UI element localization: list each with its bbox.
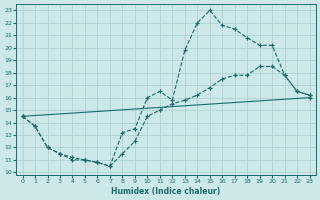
X-axis label: Humidex (Indice chaleur): Humidex (Indice chaleur)	[111, 187, 221, 196]
